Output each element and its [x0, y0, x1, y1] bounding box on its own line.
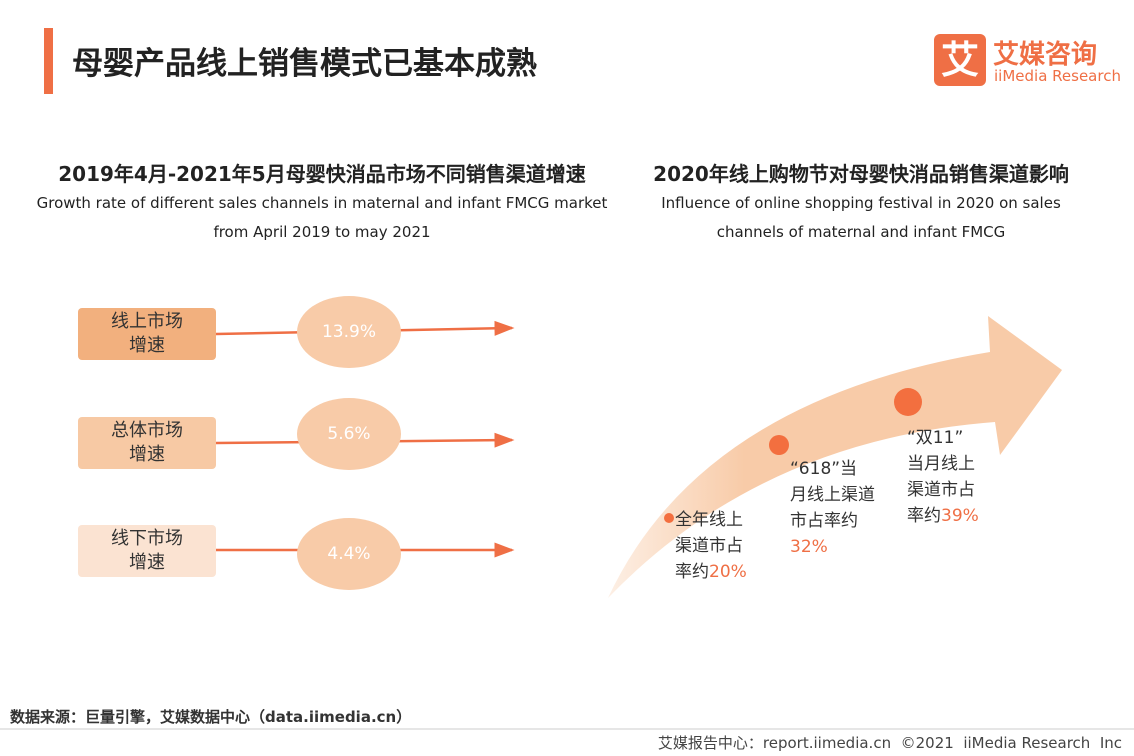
text-line: 率约: [675, 562, 709, 582]
value-ellipse: [297, 296, 401, 368]
value-ellipse: [297, 398, 401, 470]
logo-mark: 艾: [934, 34, 986, 86]
subtitle-line: Influence of online shopping festival in…: [661, 194, 1061, 212]
page-title: 母婴产品线上销售模式已基本成熟: [72, 46, 537, 82]
label-line: 增速: [129, 444, 165, 465]
channel-label: 总体市场 增速: [78, 417, 216, 469]
value-ellipse: [297, 518, 401, 590]
logo-cn: 艾媒咨询: [993, 40, 1098, 70]
text-line: 渠道市占: [907, 480, 975, 500]
text-line: “618”当: [790, 459, 858, 479]
text-line: 渠道市占: [675, 536, 743, 556]
subtitle-line: from April 2019 to may 2021: [213, 223, 431, 241]
label-line: 增速: [129, 552, 165, 573]
point-dot: [769, 435, 789, 455]
text-line: 率约: [907, 506, 941, 526]
point-text: “618”当 月线上渠道 市占率约 32%: [790, 456, 875, 560]
subtitle-line: Growth rate of different sales channels …: [36, 194, 608, 212]
text-line: 当月线上: [907, 454, 975, 474]
text-line: 月线上渠道: [790, 485, 875, 505]
share-value: 20%: [709, 562, 747, 582]
growth-value: 4.4%: [327, 544, 371, 564]
right-title: 2020年线上购物节对母婴快消品销售渠道影响: [653, 162, 1069, 186]
title-bar: [44, 28, 53, 94]
left-title: 2019年4月-2021年5月母婴快消品市场不同销售渠道增速: [58, 162, 586, 186]
text-line: “双11”: [907, 428, 964, 448]
left-subtitle: Growth rate of different sales channels …: [20, 189, 624, 247]
point-text: 全年线上 渠道市占 率约20%: [675, 507, 747, 585]
point-dot: [894, 388, 922, 416]
label-line: 增速: [129, 335, 165, 356]
label-line: 线上市场: [111, 311, 183, 332]
channel-label: 线上市场 增速: [78, 308, 216, 360]
source: 数据来源：巨量引擎，艾媒数据中心（data.iimedia.cn）: [10, 708, 412, 726]
label-line: 总体市场: [111, 420, 183, 441]
share-value: 39%: [941, 506, 979, 526]
text-line: 市占率约: [790, 511, 858, 531]
logo-en: iiMedia Research: [994, 67, 1121, 85]
channel-label: 线下市场 增速: [78, 525, 216, 577]
point-dot: [664, 513, 674, 523]
growth-value: 5.6%: [327, 424, 371, 444]
subtitle-line: channels of maternal and infant FMCG: [716, 223, 1006, 241]
text-line: 全年线上: [675, 510, 743, 530]
label-line: 线下市场: [111, 528, 183, 549]
share-value: 32%: [790, 537, 828, 557]
growth-value: 13.9%: [321, 322, 376, 342]
point-text: “双11” 当月线上 渠道市占 率约39%: [907, 425, 979, 529]
copyright: 艾媒报告中心：report.iimedia.cn ©2021 iiMedia R…: [657, 734, 1122, 752]
right-subtitle: Influence of online shopping festival in…: [586, 189, 1134, 247]
growth-arrow: [608, 316, 1062, 598]
